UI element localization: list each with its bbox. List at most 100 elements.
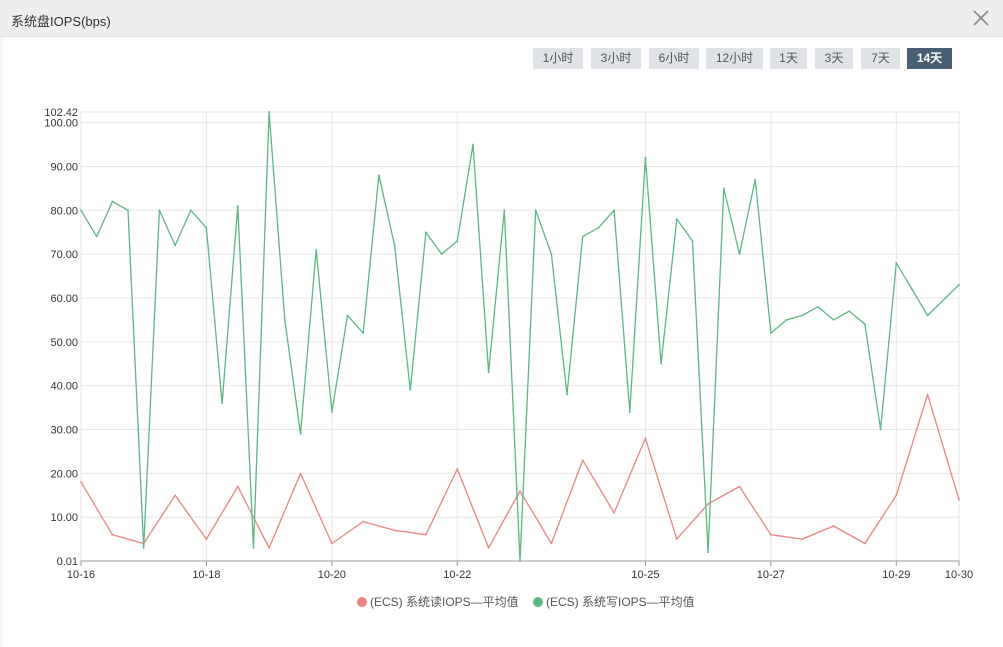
data-point-1-18 <box>362 332 364 334</box>
data-point-1-27 <box>503 209 505 211</box>
data-point-1-0 <box>80 209 82 211</box>
y-tick-label: 0.01 <box>57 556 78 568</box>
data-point-1-36 <box>645 157 647 159</box>
data-point-1-14 <box>300 433 302 435</box>
data-point-1-37 <box>660 363 662 365</box>
data-point-1-48 <box>833 319 835 321</box>
data-point-1-39 <box>692 240 694 242</box>
chart-grid <box>81 112 959 561</box>
data-point-1-22 <box>425 231 427 233</box>
data-point-0-16 <box>582 459 584 461</box>
data-point-0-3 <box>174 494 176 496</box>
series-line-0 <box>81 394 959 548</box>
y-tick-label: 80.00 <box>50 205 78 217</box>
data-point-1-33 <box>597 227 599 229</box>
data-point-0-11 <box>425 534 427 536</box>
data-point-0-25 <box>864 543 866 545</box>
data-point-0-10 <box>394 529 396 531</box>
data-point-1-10 <box>237 205 239 207</box>
data-point-1-16 <box>331 411 333 413</box>
data-point-0-9 <box>362 521 364 523</box>
data-point-0-20 <box>707 503 709 505</box>
data-point-0-26 <box>895 494 897 496</box>
data-point-1-38 <box>676 218 678 220</box>
y-tick-label: 90.00 <box>50 161 78 173</box>
data-point-1-2 <box>111 201 113 203</box>
data-point-0-18 <box>645 437 647 439</box>
data-point-0-13 <box>488 547 490 549</box>
data-point-1-41 <box>723 187 725 189</box>
data-point-0-19 <box>676 538 678 540</box>
y-tick-label: 102.42 <box>44 107 78 119</box>
data-point-1-28 <box>519 560 521 562</box>
data-point-1-42 <box>739 253 741 255</box>
data-point-0-23 <box>801 538 803 540</box>
data-point-1-11 <box>253 547 255 549</box>
data-point-1-13 <box>284 319 286 321</box>
data-point-1-44 <box>770 332 772 334</box>
y-axis-ticks: 0.01 10.00 20.00 30.00 40.00 50.00 60.00 70.00 8… <box>44 107 78 568</box>
data-point-0-14 <box>519 490 521 492</box>
data-point-0-27 <box>927 394 929 396</box>
data-point-0-22 <box>770 534 772 536</box>
data-point-1-32 <box>582 236 584 238</box>
data-point-0-12 <box>456 468 458 470</box>
data-point-1-6 <box>174 244 176 246</box>
data-point-0-5 <box>237 486 239 488</box>
data-point-1-12 <box>268 111 270 113</box>
data-point-1-26 <box>488 372 490 374</box>
data-point-1-24 <box>456 240 458 242</box>
data-point-1-46 <box>801 315 803 317</box>
data-point-1-51 <box>880 429 882 431</box>
x-tick-label: 10-18 <box>192 569 220 581</box>
legend-label-1: (ECS) 系统写IOPS—平均值 <box>546 594 695 609</box>
data-point-0-4 <box>206 538 208 540</box>
data-point-0-0 <box>80 481 82 483</box>
y-tick-label: 20.00 <box>50 468 78 480</box>
data-point-1-55 <box>958 284 960 286</box>
data-point-1-3 <box>127 209 129 211</box>
y-tick-label: 70.00 <box>50 249 78 261</box>
data-point-1-52 <box>895 262 897 264</box>
data-point-1-17 <box>347 315 349 317</box>
y-tick-label: 40.00 <box>50 381 78 393</box>
data-point-1-49 <box>848 310 850 312</box>
data-point-1-8 <box>206 227 208 229</box>
data-point-1-30 <box>550 253 552 255</box>
data-point-1-19 <box>378 174 380 176</box>
data-point-0-6 <box>268 547 270 549</box>
y-tick-label: 50.00 <box>50 337 78 349</box>
data-point-1-50 <box>864 323 866 325</box>
x-tick-label: 10-22 <box>443 569 471 581</box>
data-point-1-47 <box>817 306 819 308</box>
data-point-1-43 <box>754 179 756 181</box>
data-point-1-35 <box>629 411 631 413</box>
legend-marker-1 <box>533 597 543 607</box>
data-point-0-24 <box>833 525 835 527</box>
data-point-1-54 <box>927 315 929 317</box>
data-point-1-53 <box>911 288 913 290</box>
data-point-0-8 <box>331 543 333 545</box>
y-tick-label: 30.00 <box>50 425 78 437</box>
data-point-1-9 <box>221 402 223 404</box>
data-point-1-23 <box>441 253 443 255</box>
data-point-1-4 <box>143 547 145 549</box>
data-point-1-31 <box>566 394 568 396</box>
y-tick-label: 10.00 <box>50 512 78 524</box>
data-point-1-1 <box>96 236 98 238</box>
x-tick-label: 10-20 <box>318 569 346 581</box>
chart-legend: (ECS) 系统读IOPS—平均值 (ECS) 系统写IOPS—平均值 <box>357 594 695 609</box>
data-point-1-45 <box>786 319 788 321</box>
series-line-1 <box>81 112 959 561</box>
x-tick-label: 10-30 <box>945 569 973 581</box>
data-point-1-34 <box>613 209 615 211</box>
data-point-1-21 <box>409 389 411 391</box>
data-point-1-7 <box>190 209 192 211</box>
data-point-1-25 <box>472 144 474 146</box>
data-point-0-21 <box>739 486 741 488</box>
data-point-1-29 <box>535 209 537 211</box>
x-tick-label: 10-16 <box>67 569 95 581</box>
x-tick-label: 10-27 <box>757 569 785 581</box>
data-point-1-15 <box>315 249 317 251</box>
x-tick-label: 10-25 <box>631 569 659 581</box>
